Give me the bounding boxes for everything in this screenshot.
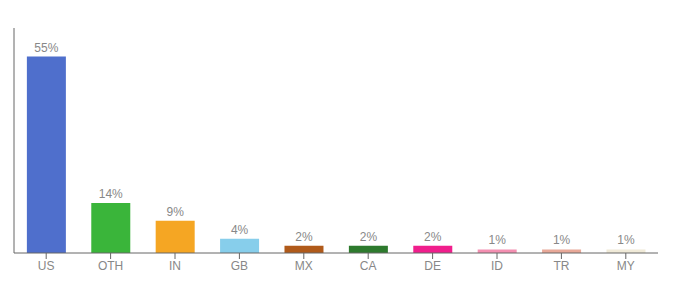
- svg-text:DE: DE: [424, 259, 441, 273]
- svg-text:US: US: [38, 259, 55, 273]
- svg-text:IN: IN: [169, 259, 181, 273]
- svg-text:2%: 2%: [295, 230, 313, 244]
- svg-text:MX: MX: [295, 259, 313, 273]
- svg-text:1%: 1%: [617, 233, 635, 247]
- svg-text:14%: 14%: [99, 187, 123, 201]
- svg-text:CA: CA: [360, 259, 377, 273]
- svg-text:2%: 2%: [424, 230, 442, 244]
- svg-text:4%: 4%: [231, 223, 249, 237]
- svg-text:MY: MY: [617, 259, 635, 273]
- svg-text:2%: 2%: [360, 230, 378, 244]
- svg-text:GB: GB: [231, 259, 248, 273]
- svg-text:1%: 1%: [489, 233, 507, 247]
- svg-text:1%: 1%: [553, 233, 571, 247]
- svg-text:9%: 9%: [167, 205, 185, 219]
- svg-text:ID: ID: [491, 259, 503, 273]
- svg-text:OTH: OTH: [98, 259, 123, 273]
- svg-text:55%: 55%: [34, 41, 58, 55]
- svg-text:TR: TR: [553, 259, 569, 273]
